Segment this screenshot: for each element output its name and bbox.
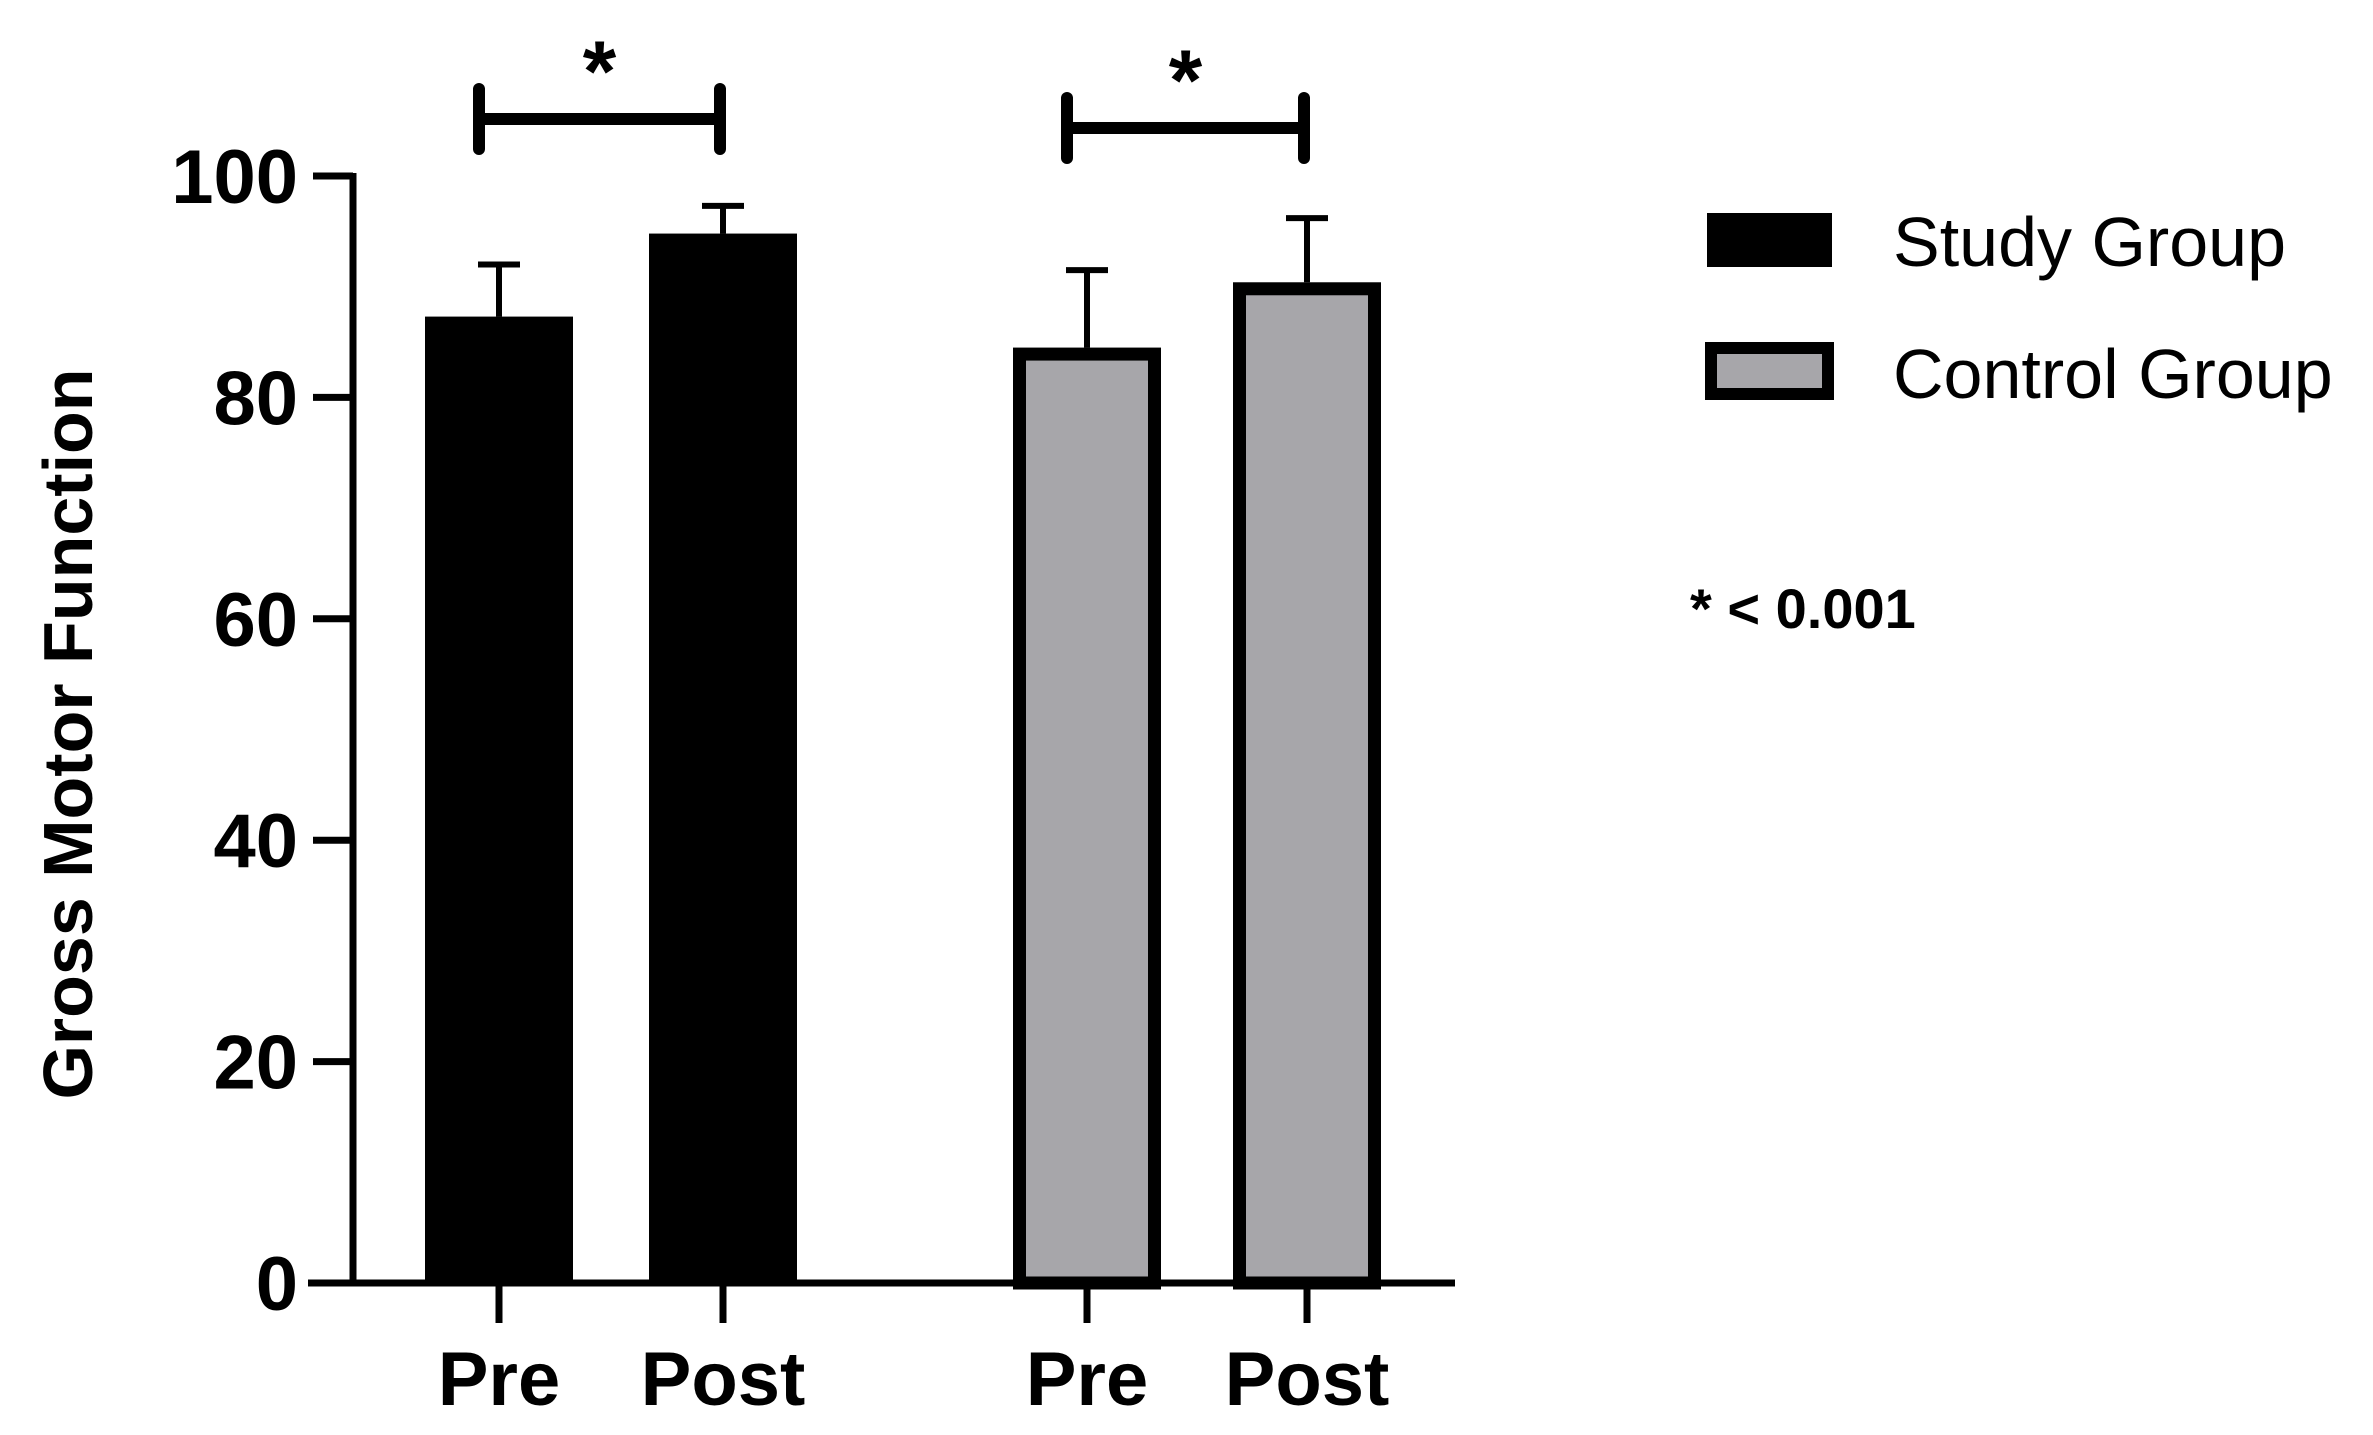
y-tick-label-20: 20	[213, 1021, 298, 1106]
significance-note: * < 0.001	[1690, 577, 1916, 640]
bar-study-post	[649, 233, 797, 1284]
significance-star-1: *	[1169, 33, 1203, 129]
y-tick-label-80: 80	[213, 356, 298, 441]
y-tick-label-40: 40	[213, 799, 298, 884]
legend-swatch-control	[1705, 342, 1834, 400]
bar-study-pre	[425, 316, 573, 1283]
x-tick-label-0: Pre	[438, 1337, 561, 1422]
legend: Study Group Control Group	[1705, 203, 2333, 413]
legend-label-study: Study Group	[1893, 203, 2286, 281]
significance-star-0: *	[583, 24, 617, 120]
x-tick-label-2: Pre	[1026, 1337, 1149, 1422]
y-tick-label-60: 60	[213, 578, 298, 663]
y-axis-title: Gross Motor Function	[29, 368, 107, 1099]
x-tick-label-3: Post	[1225, 1337, 1390, 1422]
bar-control-pre	[1013, 347, 1161, 1290]
bar-control-post	[1233, 282, 1381, 1290]
y-tick-label-0: 0	[256, 1242, 298, 1327]
plot-area: 0 20 40 60 80 100 Pre Post Pre Post * *	[171, 24, 1455, 1422]
x-tick-label-1: Post	[641, 1337, 806, 1422]
legend-swatch-study	[1707, 213, 1832, 267]
y-tick-label-100: 100	[171, 135, 298, 220]
legend-label-control: Control Group	[1893, 335, 2333, 413]
